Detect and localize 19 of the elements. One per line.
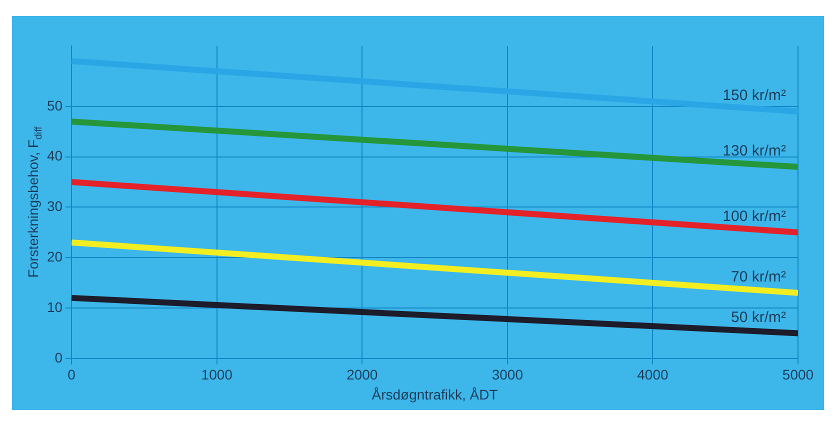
y-tick-label: 0 bbox=[54, 349, 63, 366]
x-tick-label: 5000 bbox=[782, 366, 814, 383]
y-tick-label: 30 bbox=[46, 198, 63, 214]
x-tick-label: 1000 bbox=[201, 366, 233, 383]
x-tick-label: 4000 bbox=[637, 366, 668, 383]
series-label: 70 kr/m² bbox=[730, 268, 786, 286]
x-tick-label: 3000 bbox=[492, 366, 524, 383]
series-label: 130 kr/m² bbox=[722, 142, 786, 160]
series-label: 100 kr/m² bbox=[722, 208, 786, 226]
x-tick-label: 2000 bbox=[346, 366, 378, 383]
series-label: 150 kr/m² bbox=[722, 87, 786, 104]
x-tick-label: 0 bbox=[68, 366, 76, 383]
y-tick-label: 40 bbox=[46, 148, 63, 164]
series-label: 50 kr/m² bbox=[730, 308, 786, 326]
y-axis-title: Forsterkningsbehov, Fdiff bbox=[24, 126, 45, 278]
y-tick-label: 50 bbox=[46, 97, 63, 114]
x-axis-title: Årsdøgntrafikk, ÅDT bbox=[372, 386, 498, 402]
y-tick-label: 20 bbox=[46, 248, 63, 264]
y-tick-label: 10 bbox=[46, 298, 63, 315]
